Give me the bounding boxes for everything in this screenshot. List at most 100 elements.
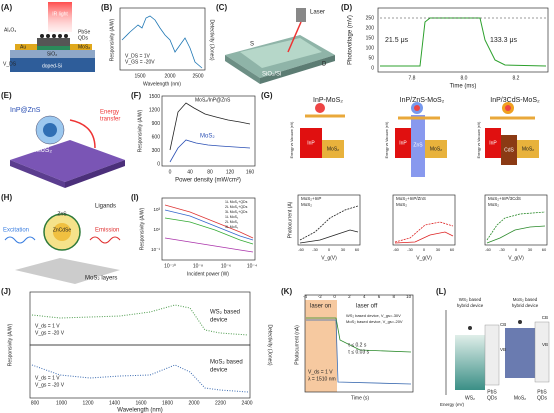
label: Energy vs Vacuum (eV) <box>477 122 481 159</box>
tick-label: 2400 <box>241 400 252 406</box>
label: QDs <box>487 395 498 401</box>
tick-label: 0 <box>328 247 331 252</box>
axes-g2 <box>392 194 456 246</box>
label: Au <box>20 44 26 50</box>
label: V_ds = 1 V <box>308 369 333 375</box>
tick-label: -2 <box>318 294 322 299</box>
label: InP <box>489 140 497 146</box>
label: Energy (eV) <box>440 402 465 407</box>
label: PbS <box>537 389 547 395</box>
device-c <box>225 8 335 84</box>
label: PbSe <box>78 29 90 35</box>
tick-label: 10⁻⁴ <box>247 263 257 269</box>
label: V_ds = 1 V <box>35 323 60 329</box>
label: doped-Si <box>42 63 62 69</box>
label: SiO₂/Si <box>262 72 281 78</box>
label: Detectivity (Jones) <box>209 19 215 60</box>
tick-label: -60 <box>393 247 400 252</box>
label: V_g(V) <box>416 255 432 261</box>
label: V_DS = 1V <box>125 53 151 59</box>
label: MoS₂ <box>396 202 407 207</box>
axes-f <box>161 95 256 167</box>
tick-label: 10¹ <box>153 227 160 232</box>
label: PbS <box>487 389 497 395</box>
label: InP <box>307 140 315 146</box>
tick-label: 0 <box>515 247 518 252</box>
label: transfer <box>100 117 120 123</box>
label: SiO₂ <box>47 51 57 57</box>
laser-on-region <box>305 300 337 392</box>
label: V_gs = -20 V <box>35 382 65 388</box>
label: Ligands <box>95 204 116 210</box>
panel-label: (G) <box>261 91 273 100</box>
tick-label: 1200 <box>82 400 93 406</box>
axes-j2 <box>29 344 251 399</box>
tick-label: 1000 <box>56 400 67 406</box>
label: Wavelength (nm) <box>117 408 162 413</box>
label: MoS₂ <box>430 146 442 152</box>
label: CB <box>542 315 548 320</box>
tick-label: 10⁻⁶ <box>221 263 231 269</box>
axes-k <box>304 294 414 393</box>
tick-label: 1400 <box>109 400 120 406</box>
tick-label: 10⁻⁸ <box>193 263 203 269</box>
panel-label: (B) <box>101 3 112 12</box>
subplot-title: InP/ZnS-MoS₂ <box>400 97 445 104</box>
axes-d <box>377 7 549 73</box>
tick-label: 0 <box>333 294 336 299</box>
label: QDs <box>537 395 548 401</box>
tick-label: 150 <box>366 35 375 41</box>
tick-label: 100 <box>366 45 375 51</box>
label: WS₂ based device, V_gs=-30V <box>346 313 401 318</box>
label: ZnCdSe <box>53 227 72 233</box>
tick-label: 60 <box>450 247 455 252</box>
legend-entry: 2L MoS₂+QDs <box>225 205 248 209</box>
tick-label: 0 <box>423 247 426 252</box>
label: MoS₂ <box>488 202 499 207</box>
legend-entry: 3L MoS₂ <box>225 225 239 229</box>
tick-label: 8 <box>393 294 396 299</box>
label: V_g(V) <box>508 255 524 261</box>
legend-entry: 2L MoS₂ <box>225 220 239 224</box>
label: laser off <box>356 304 378 310</box>
label: D <box>322 62 327 68</box>
device-a <box>10 2 95 72</box>
label: MoS₂ based <box>210 360 243 366</box>
label: V_GS = -20V <box>125 59 155 65</box>
subplot-title: InP-MoS₂ <box>313 97 343 104</box>
label: MoS₂/InP@ZnS <box>195 97 231 103</box>
label: Responsivity (A/W) <box>109 18 115 61</box>
label: V_g(V) <box>321 255 337 261</box>
label: MoS₂ <box>35 147 52 154</box>
tick-label: 30 <box>436 247 441 252</box>
tick-label: 2500 <box>192 73 203 79</box>
panel-label: (E) <box>1 91 12 100</box>
label: Wavelength (nm) <box>143 81 181 87</box>
label: V_ds = 1 V <box>35 375 60 381</box>
label: MoS₂ <box>514 395 526 401</box>
axes-i <box>161 197 256 261</box>
label: MoS₂ <box>301 202 312 207</box>
label: CB <box>500 322 506 327</box>
label: QDs <box>78 35 89 41</box>
panel-label: (C) <box>216 3 227 12</box>
label: Laser <box>310 10 325 16</box>
label: WS₂ based <box>210 310 240 316</box>
tick-label: 200 <box>366 25 375 31</box>
tick-label: -60 <box>485 247 492 252</box>
tick-label: 10⁻¹⁰ <box>164 263 176 269</box>
label: InP@ZnS <box>10 107 41 114</box>
tick-label: 600 <box>152 134 161 140</box>
tick-label: 50 <box>368 55 374 61</box>
bands-l <box>445 310 550 395</box>
tick-label: 160 <box>246 169 255 175</box>
label: Detectivity (Jones) <box>267 324 273 365</box>
label: Photocurrent (nA) <box>294 325 300 365</box>
label: Power density (mW/cm²) <box>175 178 241 184</box>
label: device <box>210 318 228 324</box>
panel-label: (D) <box>341 3 352 12</box>
tick-label: 10³ <box>153 207 160 212</box>
label: 133.3 μs <box>490 37 517 44</box>
legend-entry: 1L MoS₂ <box>225 215 239 219</box>
